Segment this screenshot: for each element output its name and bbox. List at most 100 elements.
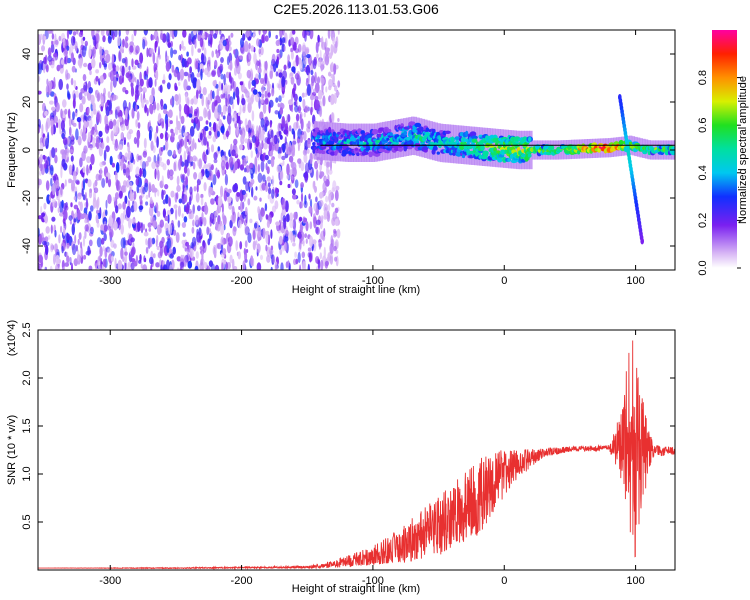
noise-speck [45,244,49,256]
noise-speck [242,33,246,41]
noise-speck [292,140,297,145]
noise-speck [214,59,218,69]
noise-speck [106,136,110,144]
noise-speck [123,168,126,174]
noise-speck [76,166,79,175]
noise-speck [125,30,130,36]
noise-speck [142,150,147,158]
noise-speck [278,130,282,136]
noise-speck [68,30,73,35]
noise-speck [324,54,330,66]
noise-speck [226,112,232,125]
noise-speck [230,214,235,222]
noise-speck [111,53,115,65]
noise-speck [84,40,89,47]
signal-cell [358,141,364,148]
noise-speck [314,95,319,101]
noise-speck [243,88,248,94]
noise-speck [244,250,248,263]
noise-speck [249,218,253,224]
noise-speck [72,170,77,182]
noise-speck [334,207,339,214]
noise-speck [60,32,66,43]
noise-speck [304,194,307,205]
noise-speck [267,182,271,188]
noise-speck [203,242,207,253]
noise-speck [68,215,73,221]
noise-speck [105,209,108,216]
noise-speck [260,160,265,173]
noise-speck [239,104,242,115]
noise-speck [38,178,42,186]
noise-speck [274,263,278,270]
noise-speck [136,136,140,148]
noise-speck [141,98,145,109]
noise-speck [81,95,86,105]
noise-speck [117,203,122,210]
noise-speck [128,65,131,71]
noise-speck [286,213,290,222]
noise-speck [52,40,56,45]
noise-speck [120,124,126,132]
noise-speck [76,30,79,35]
noise-speck [113,124,118,136]
noise-speck [217,66,221,78]
noise-speck [203,164,208,169]
noise-speck [266,176,271,182]
noise-speck [304,171,309,183]
noise-speck [210,263,215,270]
noise-speck [242,157,245,168]
signal-cell [386,137,390,141]
noise-speck [207,164,210,172]
noise-speck [95,75,99,82]
noise-speck [217,146,221,152]
y-tick-label: 2.0 [21,370,33,385]
noise-speck [54,115,58,124]
noise-speck [235,146,239,156]
noise-speck [270,156,275,168]
noise-speck [297,105,302,114]
noise-speck [260,254,263,260]
noise-speck [66,83,69,90]
noise-speck [306,123,309,128]
noise-speck [199,63,204,70]
noise-speck [271,145,277,151]
noise-speck [320,259,324,270]
noise-speck [270,229,273,240]
noise-speck [302,149,308,156]
noise-speck [52,183,56,196]
noise-speck [66,255,70,264]
signal-cell [354,147,358,151]
noise-speck [60,120,65,131]
noise-speck [66,30,70,40]
noise-speck [44,266,47,270]
noise-speck [207,238,211,246]
noise-speck [320,65,323,72]
noise-speck [288,125,292,132]
noise-speck [73,79,77,89]
noise-speck [79,103,84,113]
noise-speck [209,212,215,224]
noise-speck [161,175,164,185]
y-tick-label: 0 [21,147,33,153]
noise-speck [269,150,274,157]
signal-cell [502,157,507,163]
noise-speck [279,134,283,140]
noise-speck [261,130,266,136]
noise-speck [175,232,180,243]
noise-speck [250,150,253,159]
noise-speck [163,103,168,111]
noise-speck [241,97,246,106]
noise-speck [211,90,215,100]
noise-speck [239,241,243,250]
noise-speck [245,155,249,162]
noise-speck [184,136,188,149]
noise-speck [233,138,238,146]
noise-speck [256,262,262,270]
noise-speck [331,112,334,123]
noise-speck [261,34,265,44]
noise-speck [222,39,227,47]
noise-speck [87,106,90,115]
noise-speck [290,144,296,157]
noise-speck [250,45,255,52]
